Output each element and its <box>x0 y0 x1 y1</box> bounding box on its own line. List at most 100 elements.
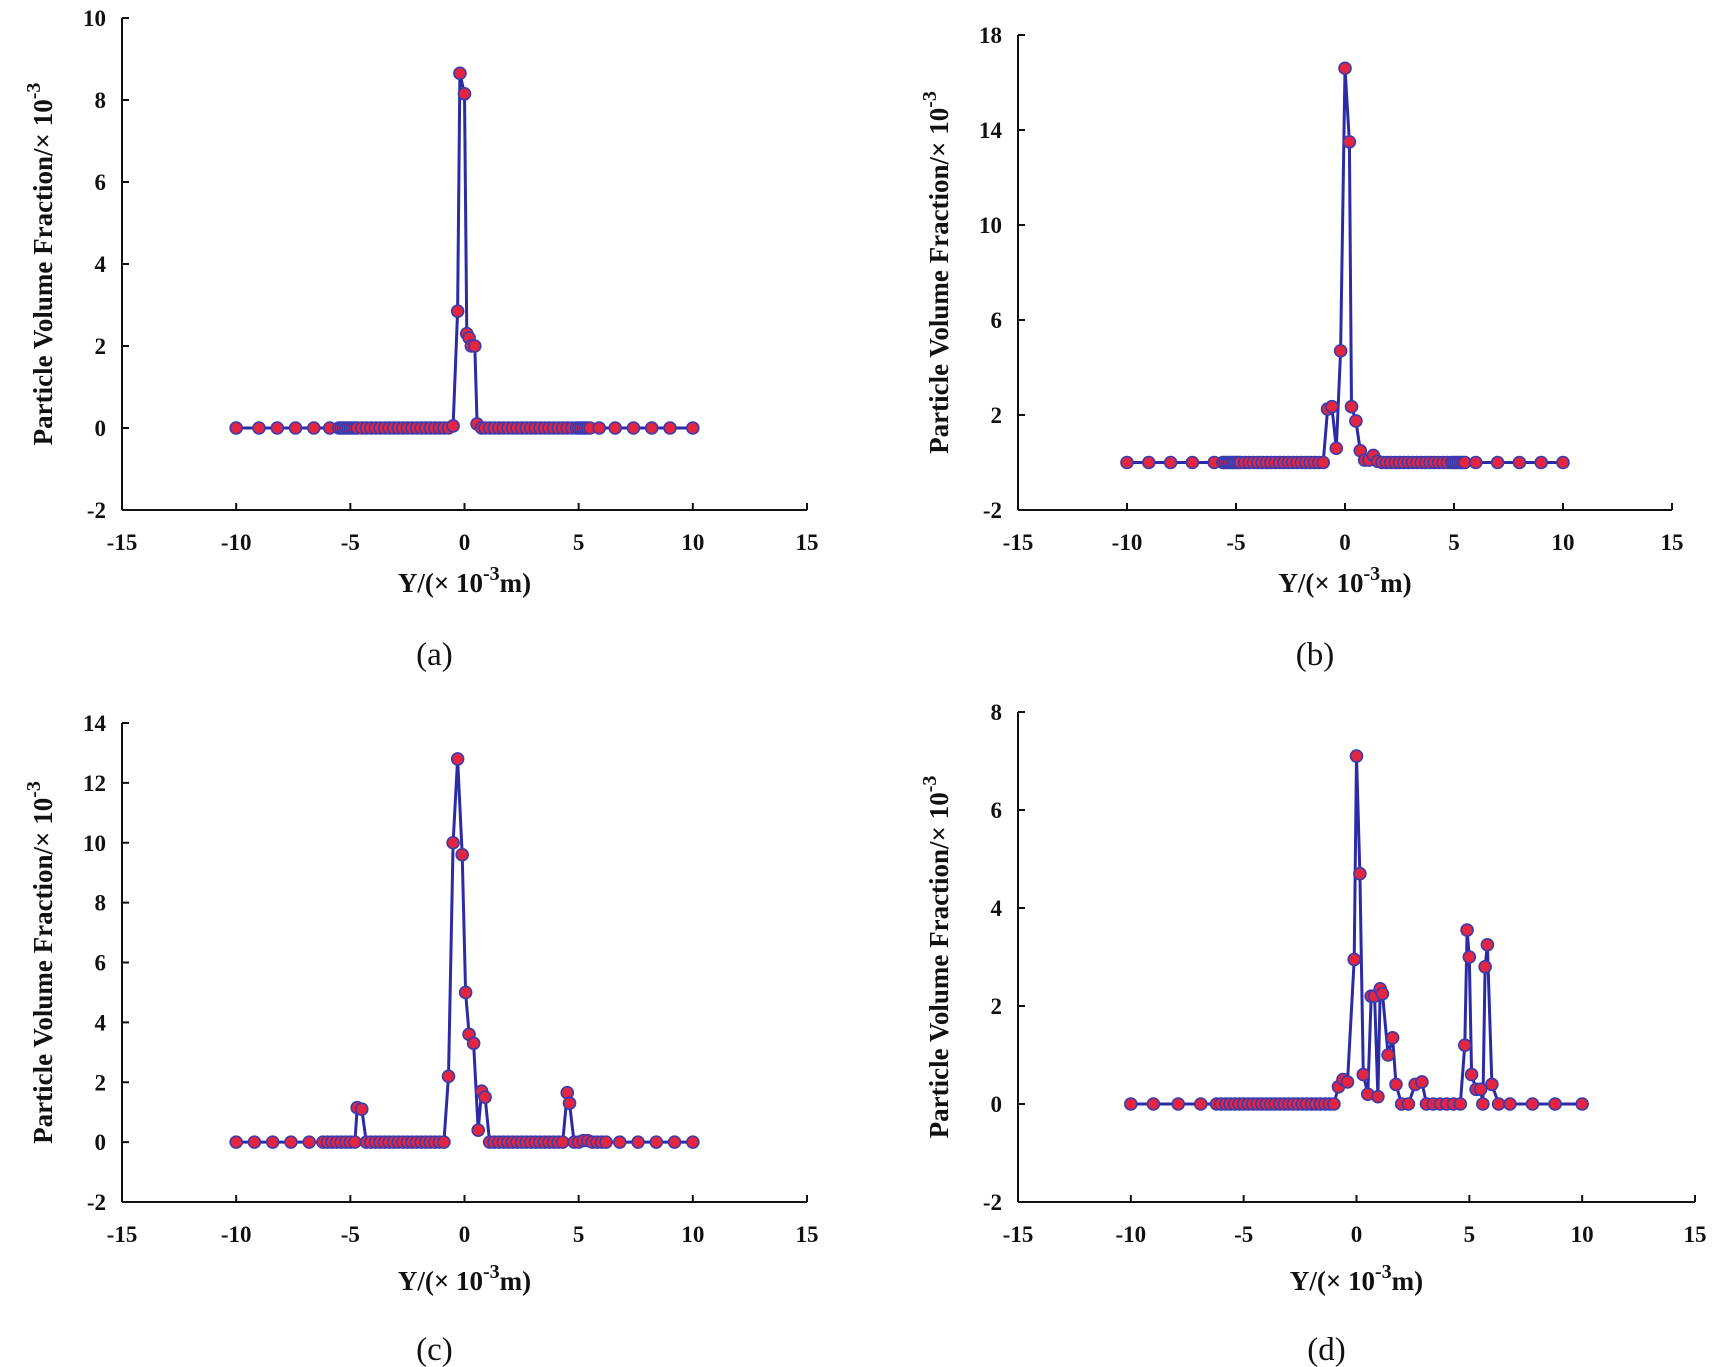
data-point <box>252 421 266 435</box>
y-tick-label: 8 <box>95 891 107 916</box>
data-point <box>1575 1097 1589 1111</box>
data-point <box>302 1135 317 1149</box>
data-point <box>455 847 470 862</box>
x-tick-label: -10 <box>1112 530 1143 555</box>
x-tick-label: -15 <box>107 530 138 555</box>
data-point <box>1146 1097 1161 1111</box>
data-point <box>1344 399 1359 414</box>
data-point <box>1349 749 1364 763</box>
y-tick-label: 10 <box>979 213 1002 238</box>
data-point <box>284 1135 298 1149</box>
data-point <box>1120 455 1134 470</box>
x-tick-label: -5 <box>341 1222 360 1247</box>
x-tick-label: 15 <box>796 530 819 555</box>
x-tick-label: 15 <box>796 1222 819 1247</box>
data-point <box>649 1135 664 1149</box>
data-point <box>1142 455 1156 470</box>
x-tick-label: 0 <box>1339 530 1351 555</box>
data-point <box>466 1036 481 1051</box>
y-tick-label: 14 <box>83 711 107 736</box>
x-tick-label: -10 <box>221 530 252 555</box>
y-tick-label: 12 <box>83 771 106 796</box>
x-axis-label: Y/(× 10-3m) <box>1290 1261 1423 1296</box>
y-tick-label: 4 <box>95 1010 107 1035</box>
y-axis-label: Particle Volume Fraction/× 10-3 <box>919 91 954 454</box>
data-point <box>288 421 303 435</box>
data-point <box>686 421 700 435</box>
data-point <box>1381 1048 1395 1062</box>
panel-caption: (c) <box>416 1332 453 1367</box>
data-point <box>562 1096 577 1111</box>
data-point <box>1534 455 1548 470</box>
x-tick-label: 15 <box>1661 530 1684 555</box>
data-point <box>1338 61 1352 76</box>
y-tick-label: 6 <box>991 798 1003 823</box>
x-tick-label: -5 <box>341 530 360 555</box>
x-tick-label: 10 <box>681 1222 704 1247</box>
data-point <box>354 1102 369 1116</box>
data-point <box>1490 455 1505 470</box>
data-point <box>1193 1097 1208 1111</box>
y-tick-label: 6 <box>95 951 107 976</box>
data-point <box>1325 399 1339 414</box>
data-point <box>1356 1067 1371 1082</box>
y-tick-label: -2 <box>983 1190 1002 1215</box>
y-axis-label: Particle Volume Fraction/× 10-3 <box>919 776 954 1139</box>
y-tick-label: 14 <box>979 118 1003 143</box>
x-axis-label-main: Y/(× 10 <box>1278 568 1363 598</box>
data-point <box>1353 866 1367 881</box>
x-axis-label-unit: m) <box>1380 568 1411 598</box>
data-point <box>450 752 465 766</box>
data-point <box>1473 1082 1488 1097</box>
x-axis-label-unit: m) <box>500 568 531 598</box>
x-axis-label-exponent: -3 <box>483 1261 500 1283</box>
y-axis-label-exponent: -3 <box>919 776 941 793</box>
y-axis-label: Particle Volume Fraction/× 10-3 <box>23 781 58 1144</box>
x-tick-label: 15 <box>1684 1222 1707 1247</box>
x-axis-label-exponent: -3 <box>1375 1261 1392 1283</box>
data-point <box>471 1123 486 1137</box>
data-point <box>1415 1075 1429 1089</box>
y-tick-label: -2 <box>87 498 106 523</box>
y-tick-label: -2 <box>983 498 1002 523</box>
data-point <box>644 421 659 435</box>
y-tick-label: 2 <box>991 994 1003 1019</box>
data-point <box>458 985 473 1000</box>
x-axis-label: Y/(× 10-3m) <box>398 563 531 598</box>
x-tick-label: 10 <box>1552 530 1575 555</box>
x-axis-label-main: Y/(× 10 <box>398 1266 483 1296</box>
data-point <box>1342 135 1357 149</box>
x-tick-label: 5 <box>573 530 585 555</box>
data-point <box>1469 455 1483 470</box>
data-point <box>626 421 641 435</box>
data-point <box>1349 414 1363 428</box>
x-tick-label: 5 <box>573 1222 585 1247</box>
y-tick-label: 8 <box>95 88 107 113</box>
y-tick-label: 0 <box>991 1092 1003 1117</box>
data-point <box>1462 950 1477 964</box>
data-point <box>306 421 321 435</box>
x-axis-label-unit: m) <box>500 1266 531 1296</box>
data-point <box>247 1135 262 1149</box>
data-point <box>1480 937 1495 952</box>
data-point <box>1464 1067 1479 1082</box>
series-line <box>236 71 693 430</box>
data-point <box>1503 1097 1517 1111</box>
series-line <box>1127 66 1563 464</box>
x-tick-label: 10 <box>1571 1222 1594 1247</box>
data-point <box>450 304 465 318</box>
data-point <box>686 1135 700 1149</box>
data-point <box>1458 1038 1472 1052</box>
y-tick-label: 18 <box>979 23 1002 48</box>
x-axis-label-unit: m) <box>1392 1266 1423 1296</box>
x-tick-label: -15 <box>1003 1222 1034 1247</box>
data-point <box>1340 1075 1355 1089</box>
x-tick-label: 0 <box>459 1222 471 1247</box>
data-point <box>1333 344 1348 358</box>
x-axis-label: Y/(× 10-3m) <box>398 1261 531 1296</box>
data-point <box>1385 1031 1400 1045</box>
